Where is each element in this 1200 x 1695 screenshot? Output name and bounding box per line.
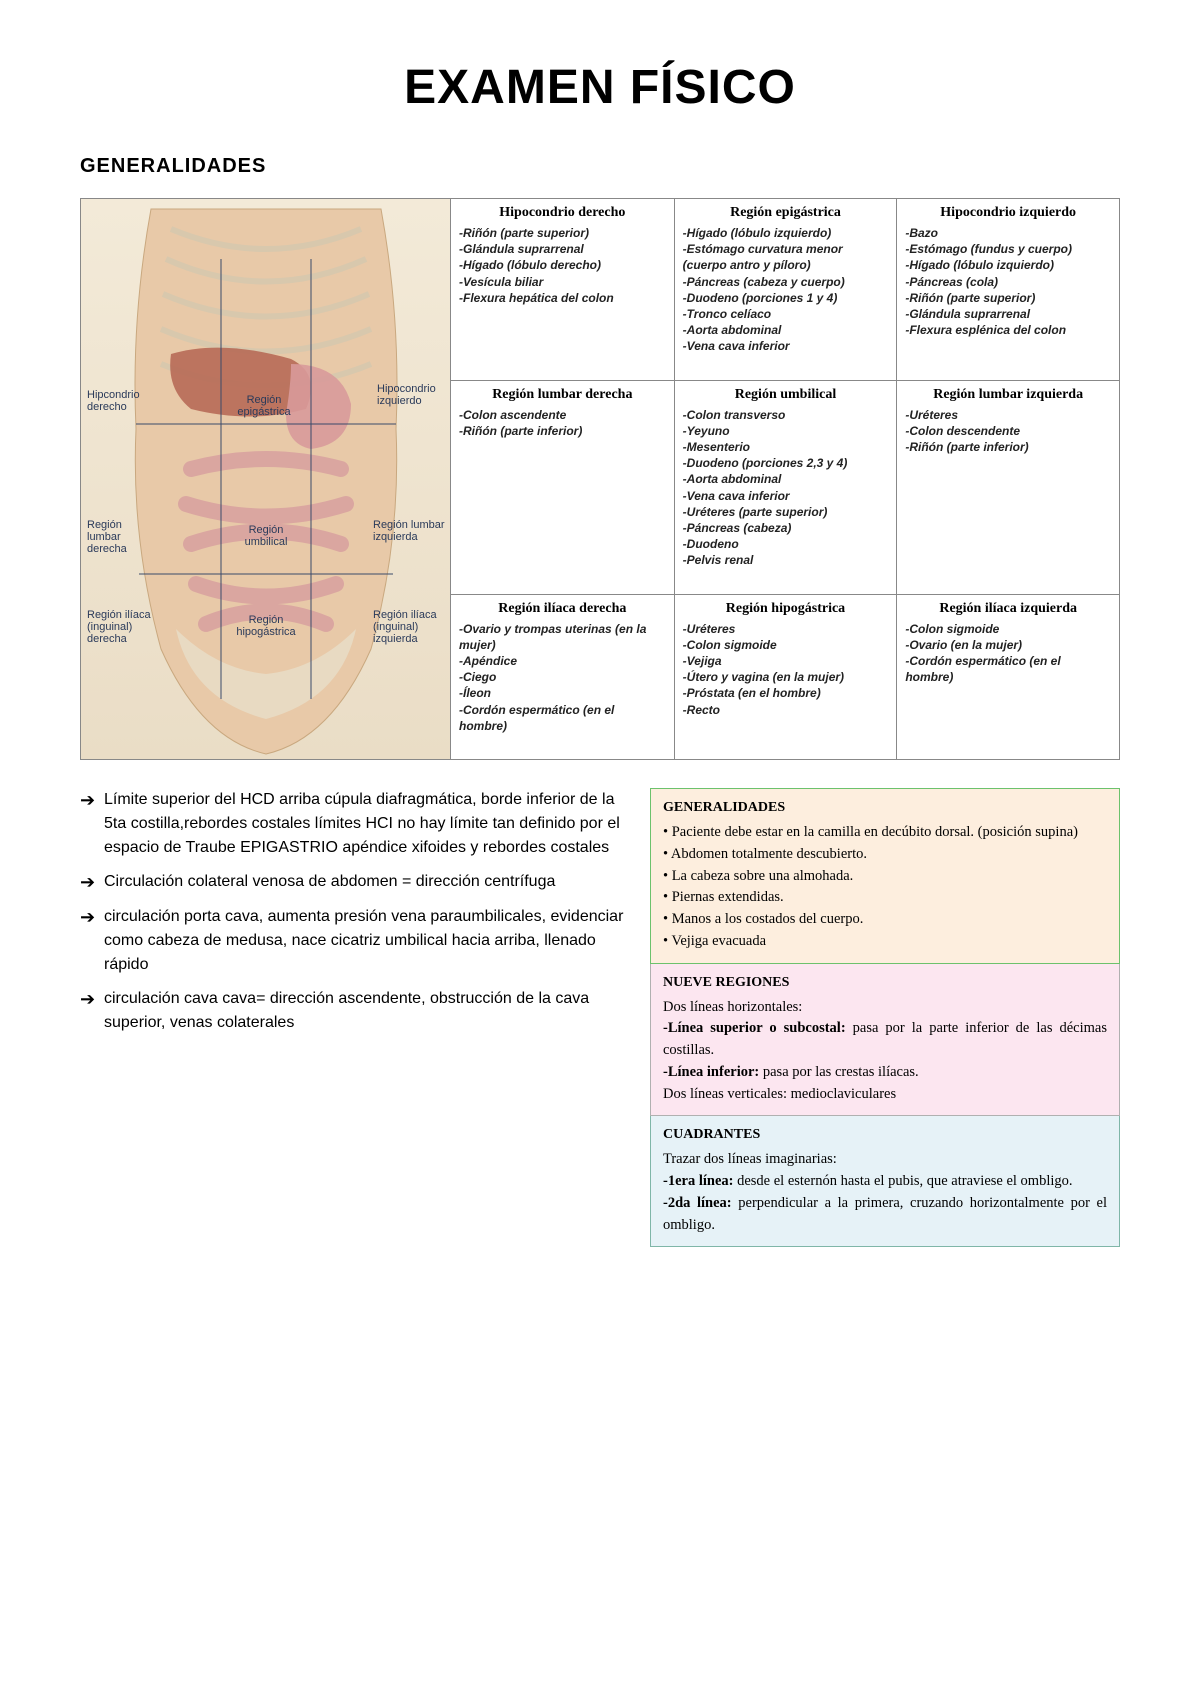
panel-list-item: Piernas extendidas. [663, 887, 1107, 909]
bullet-item: ➔Circulación colateral venosa de abdomen… [80, 870, 626, 895]
region-title: Región umbilical [683, 387, 889, 403]
panel-line: -Línea superior o subcostal: pasa por la… [663, 1018, 1107, 1062]
region-cell: Región ilíaca derecha Ovario y trompas ut… [451, 595, 674, 759]
bullet-item: ➔Límite superior del HCD arriba cúpula d… [80, 788, 626, 860]
region-title: Región epigástrica [683, 205, 889, 221]
panel-title: CUADRANTES [663, 1124, 1107, 1145]
region-title: Hipocondrio derecho [459, 205, 666, 221]
page-title: EXAMEN FÍSICO [80, 60, 1120, 115]
diagram-label: Región epigástrica [229, 394, 299, 418]
panel-line: Trazar dos líneas imaginarias: [663, 1149, 1107, 1171]
region-items: BazoEstómago (fundus y cuerpo)Hígado (ló… [905, 225, 1111, 338]
panel-line: -1era línea: desde el esternón hasta el … [663, 1171, 1107, 1193]
abdomen-diagram: Hipcondrio derecho Región epigástrica Hi… [81, 199, 451, 759]
diagram-label: Hipcondrio derecho [87, 389, 147, 413]
panel-line: Dos líneas horizontales: [663, 997, 1107, 1019]
panel-list-item: La cabeza sobre una almohada. [663, 866, 1107, 888]
panel-title: GENERALIDADES [663, 797, 1107, 818]
bullet-text: circulación cava cava= dirección ascende… [104, 987, 626, 1035]
bullet-text: Circulación colateral venosa de abdomen … [104, 870, 555, 895]
diagram-label: Región ilíaca (inguinal) izquierda [373, 609, 449, 645]
panel-nueve-regiones: NUEVE REGIONES Dos líneas horizontales: … [650, 964, 1120, 1117]
region-cell: Región hipogástrica UréteresColon sigmoid… [674, 595, 897, 759]
region-cell: Región epigástrica Hígado (lóbulo izquier… [674, 199, 897, 381]
bullet-list: ➔Límite superior del HCD arriba cúpula d… [80, 788, 626, 1247]
diagram-label: Región lumbar derecha [87, 519, 157, 555]
panel-line: Dos líneas verticales: medioclaviculares [663, 1084, 1107, 1106]
bullet-item: ➔circulación cava cava= dirección ascend… [80, 987, 626, 1035]
region-cell: Región ilíaca izquierda Colon sigmoideOva… [896, 595, 1119, 759]
diagram-label: Hipocondrio izquierdo [377, 383, 447, 407]
panel-list-item: Abdomen totalmente descubierto. [663, 844, 1107, 866]
region-cell: Hipocondrio izquierdo BazoEstómago (fundu… [896, 199, 1119, 381]
region-items: Colon sigmoideOvario (en la mujer)Cordón… [905, 621, 1111, 686]
region-title: Hipocondrio izquierdo [905, 205, 1111, 221]
region-title: Región ilíaca derecha [459, 601, 666, 617]
region-title: Región ilíaca izquierda [905, 601, 1111, 617]
panel-list-item: Manos a los costados del cuerpo. [663, 909, 1107, 931]
region-items: UréteresColon descendenteRiñón (parte in… [905, 407, 1111, 456]
section-heading: GENERALIDADES [80, 155, 1120, 178]
diagram-label: Región umbilical [233, 524, 299, 548]
panel-line: -2da línea: perpendicular a la primera, … [663, 1193, 1107, 1237]
diagram-label: Región hipogástrica [229, 614, 303, 638]
panel-generalidades: GENERALIDADES Paciente debe estar en la … [650, 788, 1120, 964]
bullet-text: Límite superior del HCD arriba cúpula di… [104, 788, 626, 860]
side-panels: GENERALIDADES Paciente debe estar en la … [650, 788, 1120, 1247]
region-cell: Región lumbar derecha Colon ascendenteRiñ… [451, 381, 674, 595]
region-items: UréteresColon sigmoideVejigaÚtero y vagi… [683, 621, 889, 718]
panel-list-item: Vejiga evacuada [663, 931, 1107, 953]
lower-block: ➔Límite superior del HCD arriba cúpula d… [80, 788, 1120, 1247]
region-title: Región hipogástrica [683, 601, 889, 617]
diagram-label: Región ilíaca (inguinal) derecha [87, 609, 159, 645]
arrow-icon: ➔ [80, 788, 104, 860]
bullet-text: circulación porta cava, aumenta presión … [104, 905, 626, 977]
panel-cuadrantes: CUADRANTES Trazar dos líneas imaginarias… [650, 1116, 1120, 1247]
arrow-icon: ➔ [80, 870, 104, 895]
region-items: Ovario y trompas uterinas (en la mujer)A… [459, 621, 666, 734]
panel-list-item: Paciente debe estar en la camilla en dec… [663, 822, 1107, 844]
region-items: Hígado (lóbulo izquierdo)Estómago curvat… [683, 225, 889, 355]
region-cell: Región umbilical Colon transversoYeyunoMe… [674, 381, 897, 595]
panel-title: NUEVE REGIONES [663, 972, 1107, 993]
arrow-icon: ➔ [80, 905, 104, 977]
region-cell: Hipocondrio derecho Riñón (parte superior… [451, 199, 674, 381]
bullet-item: ➔circulación porta cava, aumenta presión… [80, 905, 626, 977]
region-items: Riñón (parte superior)Glándula suprarren… [459, 225, 666, 306]
arrow-icon: ➔ [80, 987, 104, 1035]
region-cell: Región lumbar izquierda UréteresColon des… [896, 381, 1119, 595]
region-title: Región lumbar izquierda [905, 387, 1111, 403]
regions-figure: Hipcondrio derecho Región epigástrica Hi… [80, 198, 1120, 760]
region-title: Región lumbar derecha [459, 387, 666, 403]
regions-grid: Hipocondrio derecho Riñón (parte superior… [451, 199, 1119, 759]
panel-line: -Línea inferior: pasa por las crestas il… [663, 1062, 1107, 1084]
region-items: Colon ascendenteRiñón (parte inferior) [459, 407, 666, 439]
diagram-label: Región lumbar izquierda [373, 519, 449, 543]
region-items: Colon transversoYeyunoMesenterioDuodeno … [683, 407, 889, 569]
